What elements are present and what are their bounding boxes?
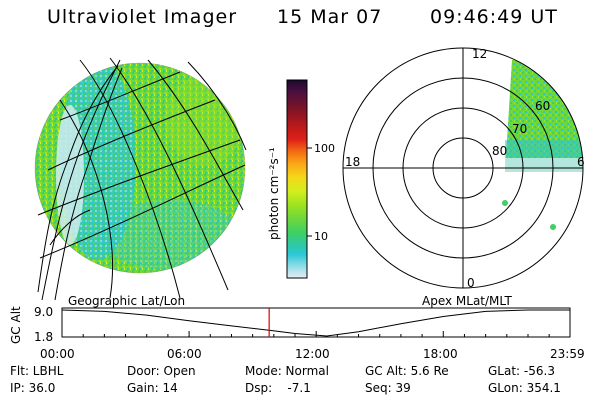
mlt-label-0: 0 [467, 276, 475, 290]
timeline-xtick-0000: 00:00 [40, 347, 75, 361]
instrument-title: Ultraviolet Imager [47, 6, 238, 28]
glat-info: GLat: -56.3 [488, 364, 555, 378]
observation-time: 09:46:49 UT [430, 6, 558, 28]
colorbar-gradient [286, 79, 308, 279]
door-info: Door: Open [127, 364, 196, 378]
mlat-label-80: 80 [492, 144, 507, 158]
timeline-xtick-1800: 18:00 [423, 347, 458, 361]
timeline-ylabel: GC Alt [9, 306, 23, 344]
gc-alt-info: GC Alt: 5.6 Re [365, 364, 449, 378]
timeline-ytick-top: 9.0 [34, 305, 53, 319]
seq-info: Seq: 39 [365, 381, 411, 395]
right-panel-caption: Apex MLat/MLT [422, 294, 512, 308]
glon-info: GLon: 354.1 [488, 381, 561, 395]
timeline-xtick-1200: 12:00 [295, 347, 330, 361]
gain-info: Gain: 14 [127, 381, 178, 395]
filter-info: Flt: LBHL [10, 364, 64, 378]
mlat-label-70: 70 [512, 122, 527, 136]
dsp-info: Dsp: -7.1 [245, 381, 311, 395]
observation-date: 15 Mar 07 [277, 6, 383, 28]
colorbar-tick-10: 10 [314, 230, 328, 243]
left-panel-caption: Geographic Lat/Lon [68, 294, 186, 308]
timeline-xtick-0600: 06:00 [167, 347, 202, 361]
mlt-label-6: 6 [577, 155, 585, 169]
ip-info: IP: 36.0 [10, 381, 56, 395]
timeline-ytick-bottom: 1.8 [34, 330, 53, 344]
mode-info: Mode: Normal [245, 364, 329, 378]
mlat-label-60: 60 [535, 99, 550, 113]
mlt-label-12: 12 [472, 47, 487, 61]
altitude-series-line [61, 309, 570, 337]
colorbar-label: photon cm⁻²s⁻¹ [267, 147, 281, 240]
mlt-label-18: 18 [345, 155, 360, 169]
timeline-xtick-2359: 23:59 [550, 347, 585, 361]
colorbar-tick-100: 100 [314, 142, 335, 155]
